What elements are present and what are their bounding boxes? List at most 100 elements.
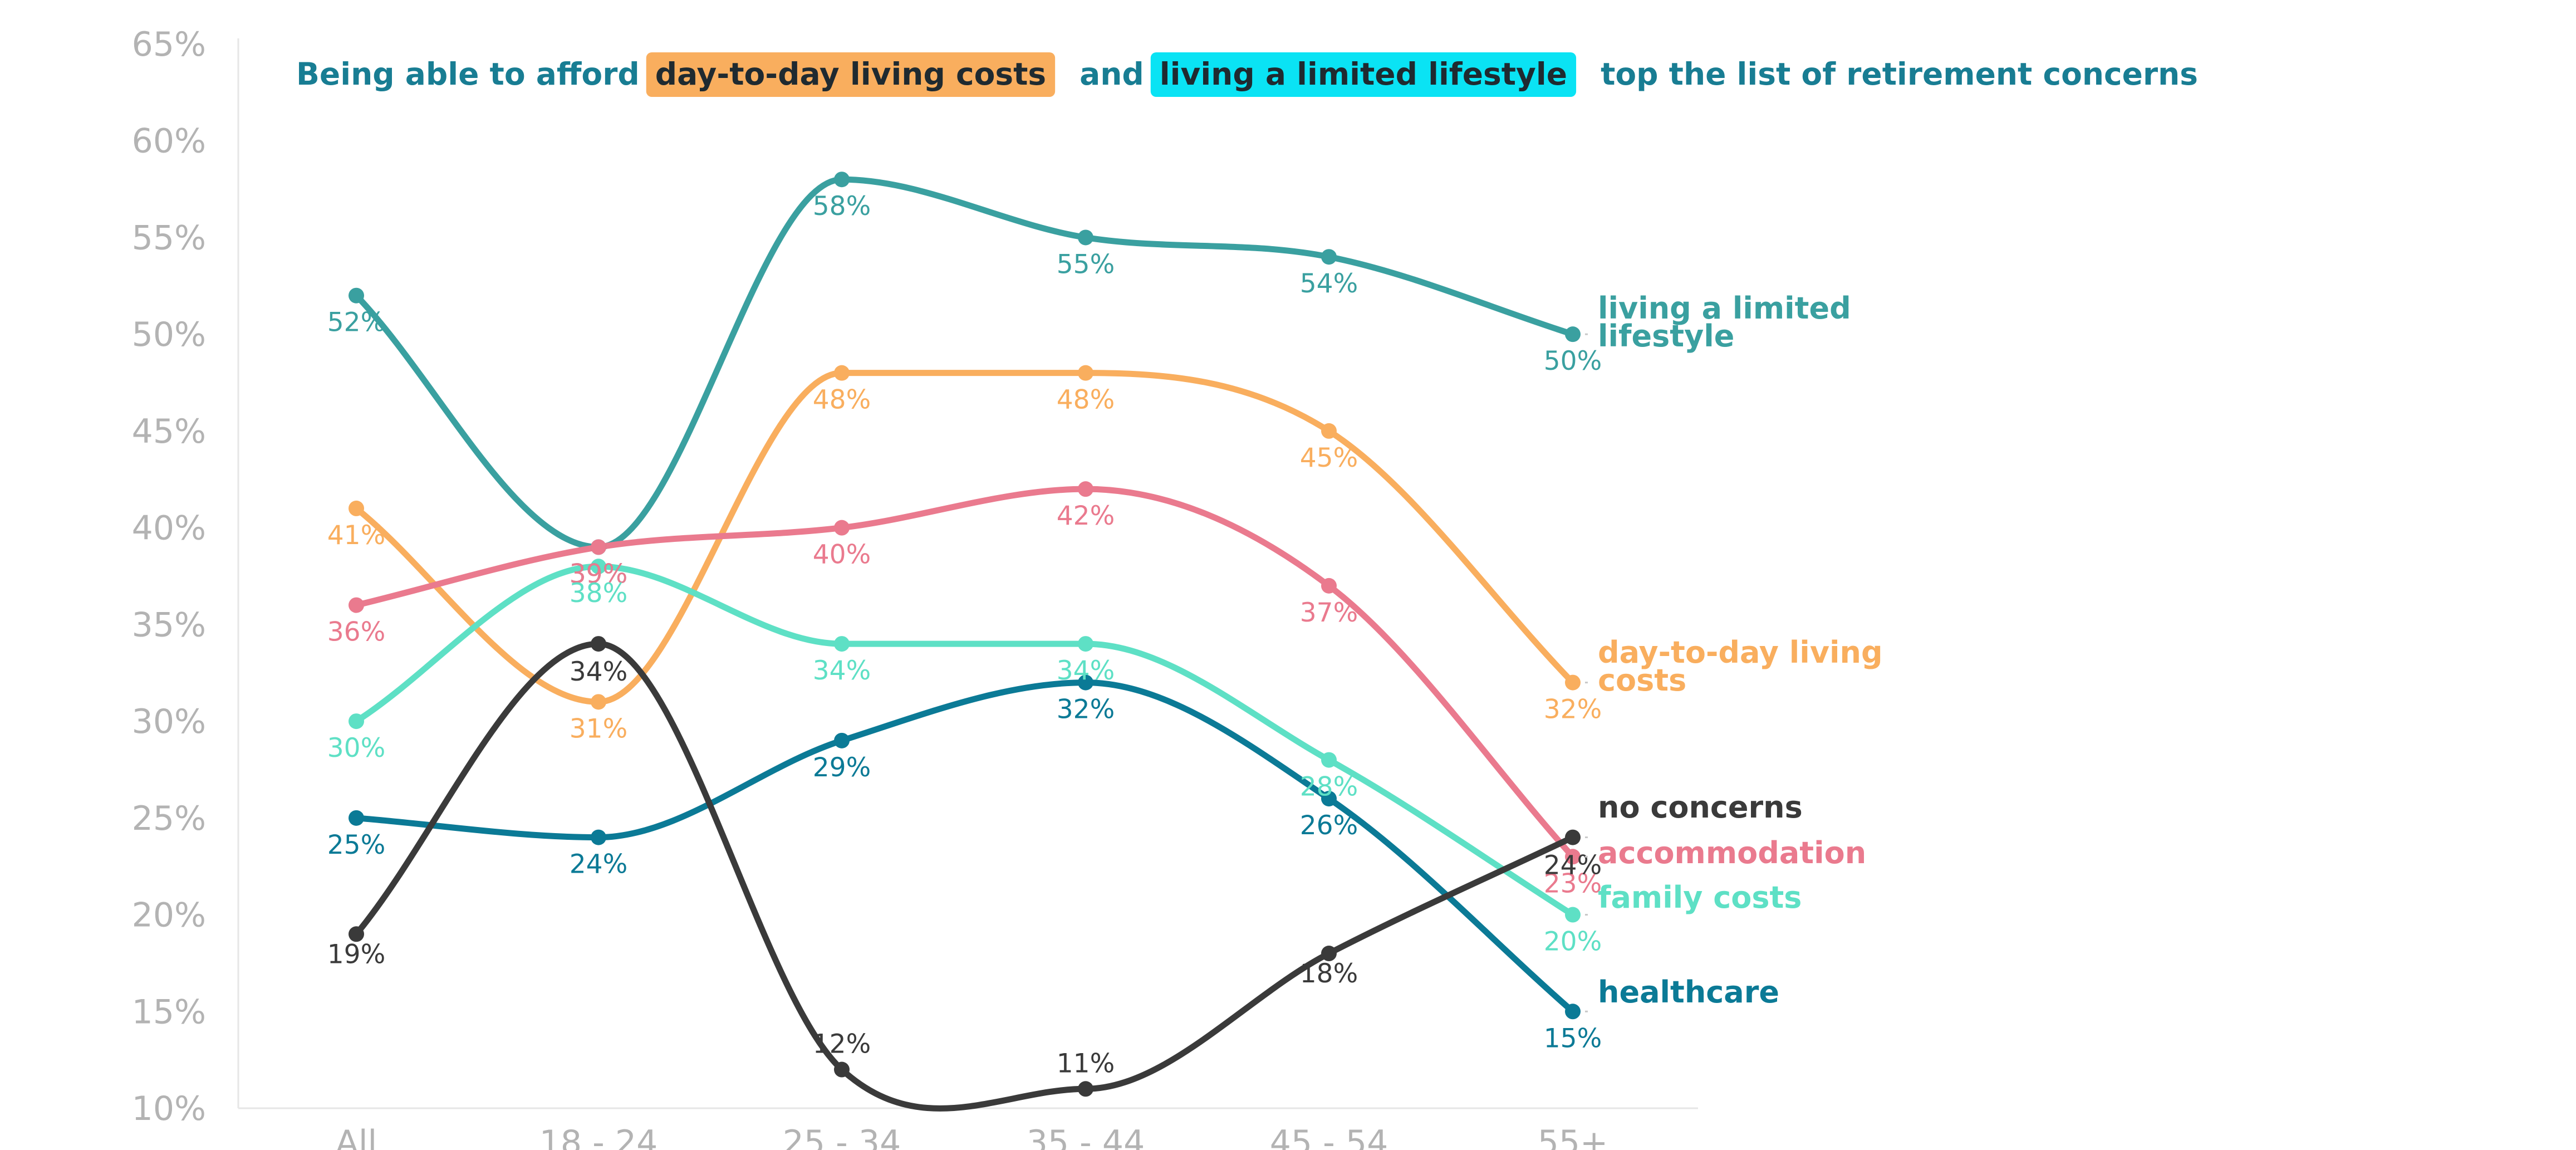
data-label-day-to-day-living-costs: 41% — [327, 520, 385, 551]
data-point-no-concerns — [834, 1061, 850, 1078]
data-label-healthcare: 32% — [1057, 694, 1115, 725]
series-label-family-costs: family costs — [1598, 880, 1802, 915]
data-label-family-costs: 34% — [1057, 655, 1115, 686]
data-point-day-to-day-living-costs — [591, 694, 606, 710]
series-label-living-a-limited-lifestyle: living a limited lifestyle — [1598, 291, 1851, 354]
data-label-no-concerns: 18% — [1300, 958, 1358, 989]
series-line-no-concerns — [353, 640, 1576, 1112]
data-label-healthcare: 29% — [813, 752, 871, 783]
data-point-accommodation — [1565, 849, 1581, 865]
data-labels: 52% 39% 58% 55% 54% 50% 41% 31% 48% 48% 45% 32% 36% 3… — [327, 191, 1602, 1079]
title-part2: and — [1080, 56, 1144, 92]
y-tick-label: 20% — [132, 896, 206, 935]
data-label-accommodation: 36% — [327, 617, 385, 648]
series-line-day-to-day-living-costs — [353, 370, 1576, 705]
y-tick-label: 60% — [132, 122, 206, 161]
y-tick-label: 35% — [132, 605, 206, 644]
data-point-accommodation — [1078, 481, 1093, 497]
series-line-family-costs — [353, 563, 1576, 918]
data-point-accommodation — [591, 539, 606, 555]
data-label-living-a-limited-lifestyle: 52% — [327, 307, 385, 338]
data-label-healthcare: 15% — [1544, 1023, 1602, 1054]
data-point-no-concerns — [1078, 1081, 1093, 1097]
data-point-accommodation — [834, 520, 850, 536]
data-points — [349, 172, 1581, 1097]
series-name-labels: living a limited lifestyle day-to-day livi… — [1585, 291, 1883, 1012]
data-label-living-a-limited-lifestyle: 55% — [1057, 249, 1115, 280]
data-point-living-a-limited-lifestyle — [349, 287, 364, 304]
data-point-day-to-day-living-costs — [1565, 674, 1581, 691]
x-tick-label: 35 - 44 — [1027, 1123, 1145, 1150]
series-lines — [353, 176, 1576, 1112]
data-label-healthcare: 26% — [1300, 810, 1358, 841]
data-point-living-a-limited-lifestyle — [1321, 249, 1337, 265]
data-point-family-costs — [1078, 636, 1093, 652]
data-label-no-concerns: 11% — [1057, 1048, 1115, 1079]
y-tick-label: 40% — [132, 509, 206, 548]
data-label-family-costs: 30% — [327, 733, 385, 764]
title-highlight1-highlight — [646, 52, 1056, 97]
data-label-healthcare: 25% — [327, 830, 385, 860]
data-label-no-concerns: 24% — [1544, 850, 1602, 881]
data-point-day-to-day-living-costs — [349, 500, 364, 516]
data-point-accommodation — [349, 597, 364, 613]
data-label-day-to-day-living-costs: 48% — [813, 385, 871, 415]
data-point-family-costs — [591, 559, 606, 575]
title-highlight1: day-to-day living costs — [655, 56, 1046, 92]
data-point-living-a-limited-lifestyle — [1565, 326, 1581, 342]
data-label-living-a-limited-lifestyle: 39% — [570, 559, 627, 589]
data-point-no-concerns — [1565, 829, 1581, 845]
title-highlight2: living a limited lifestyle — [1160, 56, 1567, 92]
title-part3: top the list of retirement concerns — [1601, 56, 2198, 92]
title-highlight2-highlight — [1150, 52, 1577, 97]
data-point-healthcare — [591, 829, 606, 845]
data-label-living-a-limited-lifestyle: 54% — [1300, 268, 1358, 299]
y-tick-label: 50% — [132, 315, 206, 354]
data-point-no-concerns — [591, 636, 606, 652]
y-tick-label: 65% — [132, 25, 206, 64]
data-point-day-to-day-living-costs — [1078, 365, 1093, 381]
y-tick-label: 15% — [132, 992, 206, 1031]
title-part1: Being able to afford — [296, 56, 640, 92]
x-tick-label: All — [336, 1123, 377, 1150]
data-label-accommodation: 42% — [1057, 501, 1115, 531]
series-label-accommodation: accommodation — [1598, 835, 1866, 870]
data-point-healthcare — [834, 732, 850, 748]
data-label-healthcare: 24% — [570, 849, 627, 880]
data-point-living-a-limited-lifestyle — [834, 172, 850, 188]
data-label-living-a-limited-lifestyle: 58% — [813, 191, 871, 222]
data-point-family-costs — [834, 636, 850, 652]
data-label-no-concerns: 34% — [570, 657, 627, 687]
data-label-no-concerns: 12% — [813, 1029, 871, 1060]
y-tick-label: 25% — [132, 799, 206, 838]
x-tick-label: 55+ — [1538, 1123, 1608, 1150]
data-label-family-costs: 28% — [1300, 772, 1358, 802]
data-point-healthcare — [1321, 791, 1337, 807]
data-point-healthcare — [1078, 674, 1093, 691]
data-label-day-to-day-living-costs: 45% — [1300, 443, 1358, 473]
data-point-day-to-day-living-costs — [1321, 423, 1337, 439]
series-label-no-concerns: no concerns — [1598, 790, 1803, 825]
series-line-living-a-limited-lifestyle — [353, 176, 1576, 550]
series-line-accommodation — [353, 486, 1576, 860]
data-point-family-costs — [1565, 907, 1581, 923]
data-point-healthcare — [1565, 1004, 1581, 1020]
data-point-accommodation — [1321, 578, 1337, 594]
data-point-day-to-day-living-costs — [834, 365, 850, 381]
series-label-day-to-day-living-costs: day-to-day living costs — [1598, 635, 1883, 698]
axes: 10% 15% 20% 25% 30% 35% 40% 45% 50% 55% 60% 65% All 1… — [132, 25, 1698, 1150]
x-tick-label: 18 - 24 — [539, 1123, 658, 1150]
data-label-no-concerns: 19% — [327, 939, 385, 970]
data-label-accommodation: 37% — [1300, 598, 1358, 628]
data-label-day-to-day-living-costs: 31% — [570, 713, 627, 744]
data-point-living-a-limited-lifestyle — [1078, 229, 1093, 246]
x-tick-label: 25 - 34 — [783, 1123, 901, 1150]
x-tick-label: 45 - 54 — [1270, 1123, 1388, 1150]
data-label-family-costs: 38% — [570, 578, 627, 609]
y-tick-label: 30% — [132, 702, 206, 741]
data-label-accommodation: 39% — [570, 559, 627, 589]
data-label-accommodation: 40% — [813, 540, 871, 570]
y-tick-label: 10% — [132, 1089, 206, 1128]
y-tick-label: 55% — [132, 218, 206, 257]
